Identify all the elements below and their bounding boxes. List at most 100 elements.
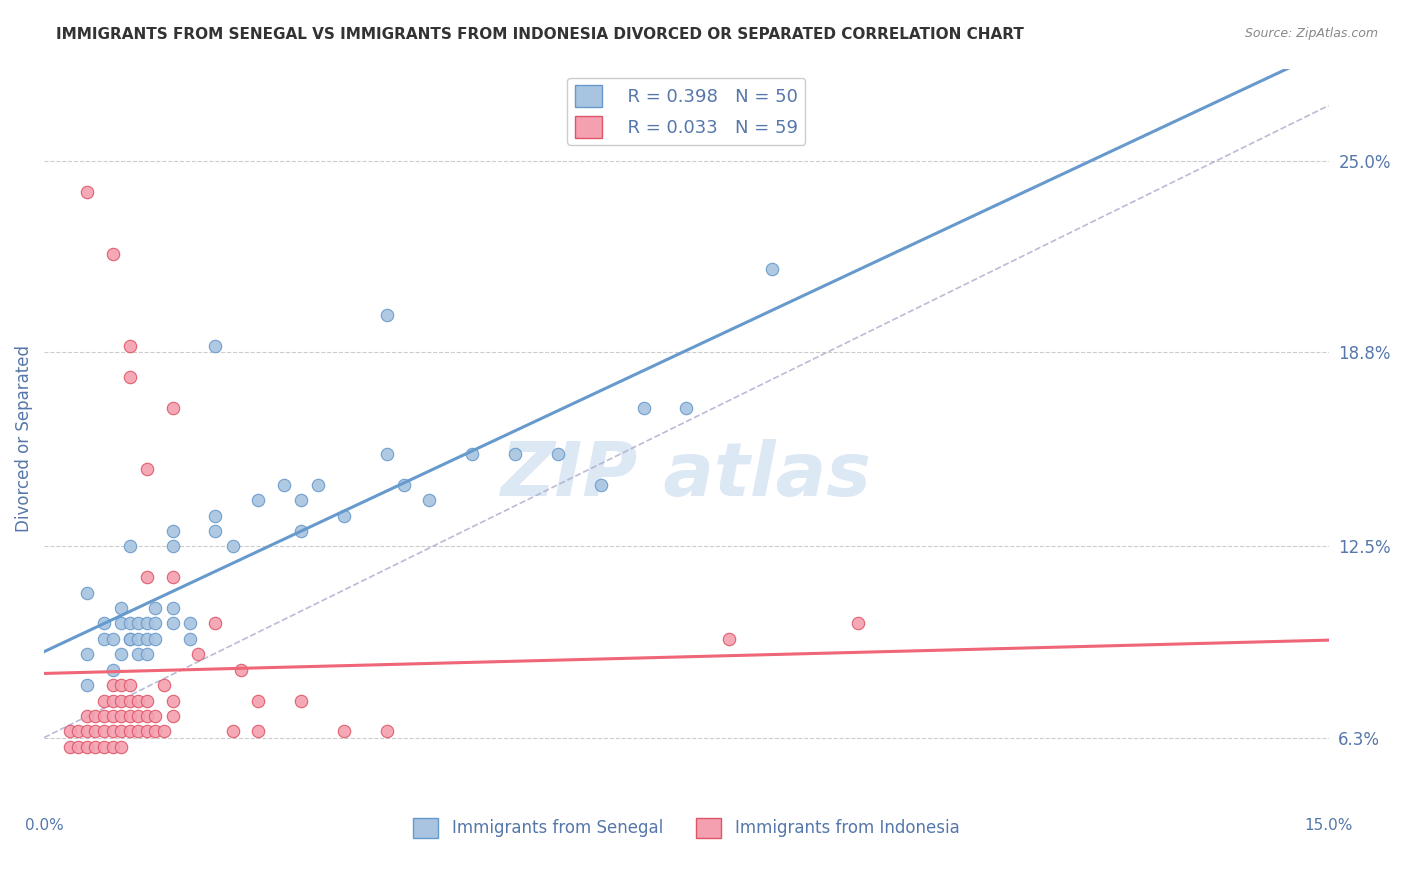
Point	[247, 724, 270, 739]
Point	[375, 308, 398, 322]
Text: ZIP atlas: ZIP atlas	[501, 439, 872, 512]
Point	[76, 678, 98, 692]
Point	[392, 477, 415, 491]
Point	[118, 616, 141, 631]
Point	[187, 648, 209, 662]
Point	[93, 724, 115, 739]
Point	[76, 709, 98, 723]
Point	[135, 693, 157, 707]
Point	[110, 724, 132, 739]
Point	[589, 477, 612, 491]
Point	[93, 709, 115, 723]
Point	[221, 540, 243, 554]
Point	[204, 339, 226, 353]
Point	[145, 632, 167, 646]
Point	[675, 401, 697, 415]
Point	[127, 709, 149, 723]
Point	[162, 540, 184, 554]
Point	[110, 648, 132, 662]
Point	[229, 663, 252, 677]
Point	[127, 648, 149, 662]
Point	[93, 616, 115, 631]
Point	[247, 493, 270, 508]
Point	[127, 693, 149, 707]
Point	[101, 632, 124, 646]
Y-axis label: Divorced or Separated: Divorced or Separated	[15, 345, 32, 532]
Point	[118, 724, 141, 739]
Point	[547, 447, 569, 461]
Point	[101, 724, 124, 739]
Point	[93, 632, 115, 646]
Point	[76, 585, 98, 599]
Point	[101, 693, 124, 707]
Point	[290, 693, 312, 707]
Point	[59, 739, 82, 754]
Point	[118, 632, 141, 646]
Point	[135, 724, 157, 739]
Point	[110, 678, 132, 692]
Point	[118, 339, 141, 353]
Point	[179, 616, 201, 631]
Point	[153, 724, 176, 739]
Text: IMMIGRANTS FROM SENEGAL VS IMMIGRANTS FROM INDONESIA DIVORCED OR SEPARATED CORRE: IMMIGRANTS FROM SENEGAL VS IMMIGRANTS FR…	[56, 27, 1024, 42]
Point	[503, 447, 526, 461]
Point	[118, 632, 141, 646]
Point	[118, 709, 141, 723]
Point	[127, 616, 149, 631]
Point	[110, 709, 132, 723]
Point	[761, 261, 783, 276]
Point	[135, 570, 157, 584]
Point	[67, 739, 90, 754]
Point	[162, 524, 184, 538]
Point	[247, 693, 270, 707]
Point	[221, 724, 243, 739]
Point	[162, 601, 184, 615]
Point	[118, 678, 141, 692]
Point	[135, 632, 157, 646]
Point	[76, 739, 98, 754]
Point	[418, 493, 440, 508]
Point	[153, 678, 176, 692]
Point	[101, 739, 124, 754]
Point	[204, 616, 226, 631]
Point	[76, 185, 98, 199]
Point	[333, 508, 356, 523]
Point	[101, 246, 124, 260]
Point	[145, 724, 167, 739]
Point	[76, 648, 98, 662]
Point	[118, 693, 141, 707]
Legend: Immigrants from Senegal, Immigrants from Indonesia: Immigrants from Senegal, Immigrants from…	[406, 811, 966, 845]
Point	[307, 477, 329, 491]
Point	[135, 709, 157, 723]
Point	[162, 401, 184, 415]
Point	[101, 663, 124, 677]
Point	[162, 570, 184, 584]
Point	[135, 616, 157, 631]
Point	[101, 678, 124, 692]
Point	[84, 724, 107, 739]
Point	[461, 447, 484, 461]
Point	[145, 601, 167, 615]
Point	[162, 693, 184, 707]
Point	[162, 709, 184, 723]
Point	[375, 724, 398, 739]
Point	[76, 724, 98, 739]
Point	[93, 693, 115, 707]
Point	[84, 739, 107, 754]
Point	[204, 524, 226, 538]
Point	[633, 401, 655, 415]
Point	[101, 709, 124, 723]
Point	[333, 724, 356, 739]
Point	[135, 462, 157, 476]
Point	[118, 369, 141, 384]
Point	[375, 447, 398, 461]
Point	[204, 508, 226, 523]
Point	[145, 616, 167, 631]
Point	[273, 477, 295, 491]
Point	[110, 739, 132, 754]
Point	[290, 493, 312, 508]
Point	[846, 616, 869, 631]
Point	[127, 632, 149, 646]
Point	[135, 648, 157, 662]
Text: Source: ZipAtlas.com: Source: ZipAtlas.com	[1244, 27, 1378, 40]
